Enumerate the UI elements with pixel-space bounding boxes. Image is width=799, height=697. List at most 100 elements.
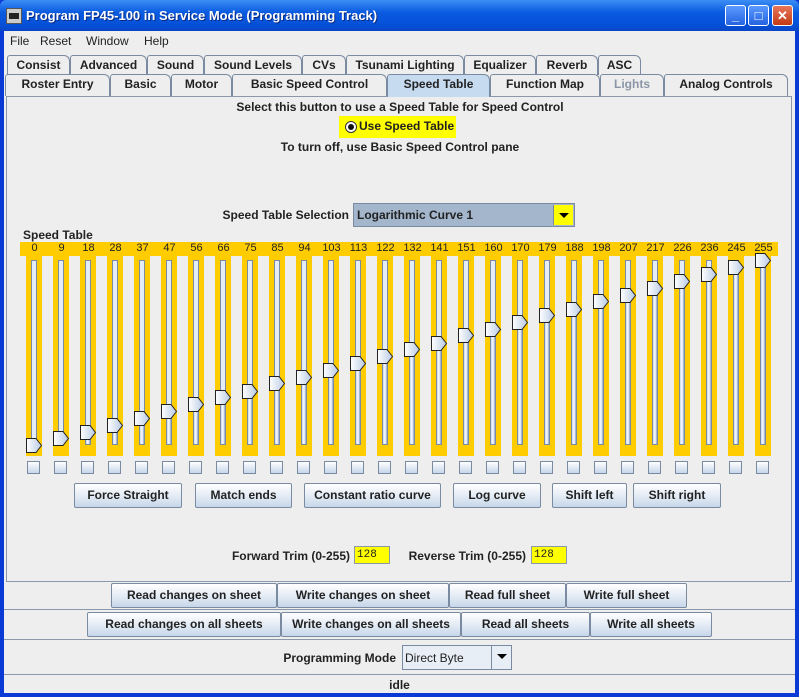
slider-thumb[interactable] <box>26 438 43 453</box>
tab-equalizer[interactable]: Equalizer <box>464 55 536 75</box>
step-lock-checkbox[interactable] <box>378 461 391 474</box>
slider-thumb[interactable] <box>80 424 97 440</box>
step-lock-checkbox[interactable] <box>513 461 526 474</box>
slider-thumb[interactable] <box>566 301 583 317</box>
menu-reset[interactable]: Reset <box>40 34 72 48</box>
match-ends-button[interactable]: Match ends <box>195 483 292 508</box>
step-lock-checkbox[interactable] <box>459 461 472 474</box>
force-straight-button[interactable]: Force Straight <box>74 483 182 508</box>
speed-step-slider[interactable] <box>296 255 313 456</box>
tab-motor[interactable]: Motor <box>171 74 232 96</box>
speed-step-slider[interactable] <box>485 255 502 456</box>
step-lock-checkbox[interactable] <box>189 461 202 474</box>
programming-mode-dropdown[interactable]: Direct Byte <box>402 645 512 670</box>
tab-advanced[interactable]: Advanced <box>70 55 147 75</box>
speed-step-slider[interactable] <box>53 255 70 456</box>
slider-thumb[interactable] <box>674 274 691 290</box>
tab-reverb[interactable]: Reverb <box>536 55 598 75</box>
forward-trim-field[interactable]: 128 <box>354 546 390 564</box>
speed-step-slider[interactable] <box>107 255 124 456</box>
speed-step-slider[interactable] <box>458 255 475 456</box>
step-lock-checkbox[interactable] <box>135 461 148 474</box>
step-lock-checkbox[interactable] <box>648 461 661 474</box>
read-changes-on-all-sheets-button[interactable]: Read changes on all sheets <box>87 612 281 637</box>
slider-thumb[interactable] <box>728 260 745 276</box>
tab-cvs[interactable]: CVs <box>302 55 346 75</box>
slider-thumb[interactable] <box>701 266 718 282</box>
write-changes-on-sheet-button[interactable]: Write changes on sheet <box>277 583 449 608</box>
slider-thumb[interactable] <box>485 321 502 337</box>
speed-step-slider[interactable] <box>161 255 178 456</box>
step-lock-checkbox[interactable] <box>27 461 40 474</box>
speed-step-slider[interactable] <box>512 255 529 456</box>
menu-file[interactable]: File <box>10 34 30 48</box>
speed-step-slider[interactable] <box>80 255 97 456</box>
speed-step-slider[interactable] <box>377 255 394 456</box>
slider-thumb[interactable] <box>647 280 664 296</box>
tab-speed-table[interactable]: Speed Table <box>387 74 490 97</box>
speed-step-slider[interactable] <box>350 255 367 456</box>
step-lock-checkbox[interactable] <box>594 461 607 474</box>
slider-thumb[interactable] <box>458 328 475 344</box>
use-speed-table-radio[interactable]: Use Speed Table <box>339 116 456 138</box>
reverse-trim-field[interactable]: 128 <box>531 546 567 564</box>
speed-step-slider[interactable] <box>701 255 718 456</box>
slider-thumb[interactable] <box>350 356 367 372</box>
step-lock-checkbox[interactable] <box>756 461 769 474</box>
speed-step-slider[interactable] <box>647 255 664 456</box>
slider-thumb[interactable] <box>755 253 772 268</box>
step-lock-checkbox[interactable] <box>540 461 553 474</box>
step-lock-checkbox[interactable] <box>243 461 256 474</box>
step-lock-checkbox[interactable] <box>675 461 688 474</box>
step-lock-checkbox[interactable] <box>621 461 634 474</box>
speed-step-slider[interactable] <box>26 255 43 456</box>
tab-analog-controls[interactable]: Analog Controls <box>664 74 788 96</box>
slider-thumb[interactable] <box>593 294 610 310</box>
step-lock-checkbox[interactable] <box>270 461 283 474</box>
slider-thumb[interactable] <box>107 417 124 433</box>
menu-window[interactable]: Window <box>86 34 129 48</box>
shift-left-button[interactable]: Shift left <box>552 483 627 508</box>
tab-basic[interactable]: Basic <box>110 74 171 96</box>
menu-help[interactable]: Help <box>144 34 169 48</box>
slider-thumb[interactable] <box>323 363 340 379</box>
speed-step-slider[interactable] <box>728 255 745 456</box>
chevron-down-icon[interactable] <box>553 205 573 225</box>
step-lock-checkbox[interactable] <box>702 461 715 474</box>
tab-basic-speed-control[interactable]: Basic Speed Control <box>232 74 387 96</box>
slider-thumb[interactable] <box>539 308 556 324</box>
write-changes-on-all-sheets-button[interactable]: Write changes on all sheets <box>281 612 461 637</box>
speed-step-slider[interactable] <box>566 255 583 456</box>
step-lock-checkbox[interactable] <box>486 461 499 474</box>
shift-right-button[interactable]: Shift right <box>633 483 721 508</box>
step-lock-checkbox[interactable] <box>729 461 742 474</box>
step-lock-checkbox[interactable] <box>351 461 364 474</box>
step-lock-checkbox[interactable] <box>405 461 418 474</box>
slider-thumb[interactable] <box>161 403 178 419</box>
slider-thumb[interactable] <box>269 376 286 392</box>
tab-function-map[interactable]: Function Map <box>490 74 600 96</box>
step-lock-checkbox[interactable] <box>162 461 175 474</box>
slider-thumb[interactable] <box>620 287 637 303</box>
speed-step-slider[interactable] <box>755 253 772 456</box>
read-changes-on-sheet-button[interactable]: Read changes on sheet <box>111 583 277 608</box>
speed-step-slider[interactable] <box>188 255 205 456</box>
step-lock-checkbox[interactable] <box>324 461 337 474</box>
slider-thumb[interactable] <box>53 431 70 447</box>
slider-thumb[interactable] <box>377 349 394 365</box>
step-lock-checkbox[interactable] <box>216 461 229 474</box>
tab-asc[interactable]: ASC <box>598 55 641 75</box>
step-lock-checkbox[interactable] <box>567 461 580 474</box>
tab-sound[interactable]: Sound <box>147 55 204 75</box>
chevron-down-icon[interactable] <box>491 646 511 669</box>
slider-thumb[interactable] <box>215 390 232 406</box>
speed-step-slider[interactable] <box>620 255 637 456</box>
write-full-sheet-button[interactable]: Write full sheet <box>566 583 687 608</box>
step-lock-checkbox[interactable] <box>81 461 94 474</box>
speed-step-slider[interactable] <box>269 255 286 456</box>
speed-step-slider[interactable] <box>431 255 448 456</box>
write-all-sheets-button[interactable]: Write all sheets <box>590 612 712 637</box>
maximize-button[interactable]: □ <box>748 5 769 26</box>
step-lock-checkbox[interactable] <box>432 461 445 474</box>
constant-ratio-curve-button[interactable]: Constant ratio curve <box>304 483 441 508</box>
